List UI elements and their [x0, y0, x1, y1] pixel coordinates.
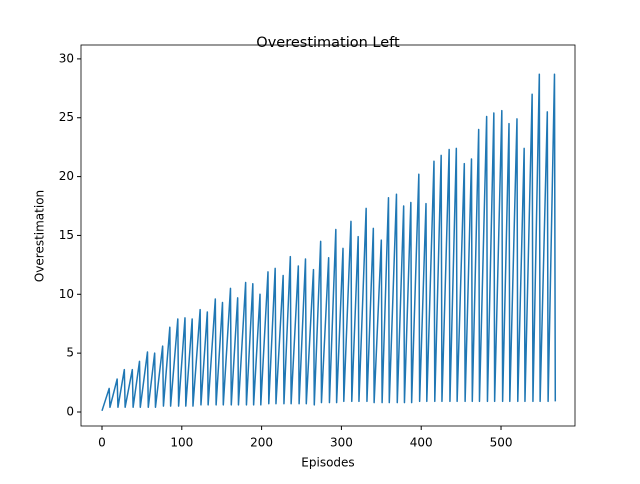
y-tick-label: 10	[59, 287, 74, 301]
y-tick-label: 5	[66, 346, 74, 360]
y-axis-label: Overestimation	[33, 190, 47, 282]
x-axis-label: Episodes	[301, 456, 354, 470]
x-tick-label: 200	[250, 436, 273, 450]
chart-title: Overestimation Left	[256, 35, 400, 51]
x-tick-label: 500	[490, 436, 513, 450]
y-tick-label: 30	[59, 51, 74, 65]
plot-frame	[80, 44, 576, 427]
x-tick-label: 300	[330, 436, 353, 450]
x-tick-label: 400	[410, 436, 433, 450]
y-tick-label: 15	[59, 228, 74, 242]
line-series	[101, 73, 557, 412]
y-tick-label: 0	[66, 404, 74, 418]
x-tick-label: 0	[98, 436, 106, 450]
y-tick-label: 20	[59, 169, 74, 183]
y-tick-label: 25	[59, 110, 74, 124]
x-tick-label: 100	[170, 436, 193, 450]
